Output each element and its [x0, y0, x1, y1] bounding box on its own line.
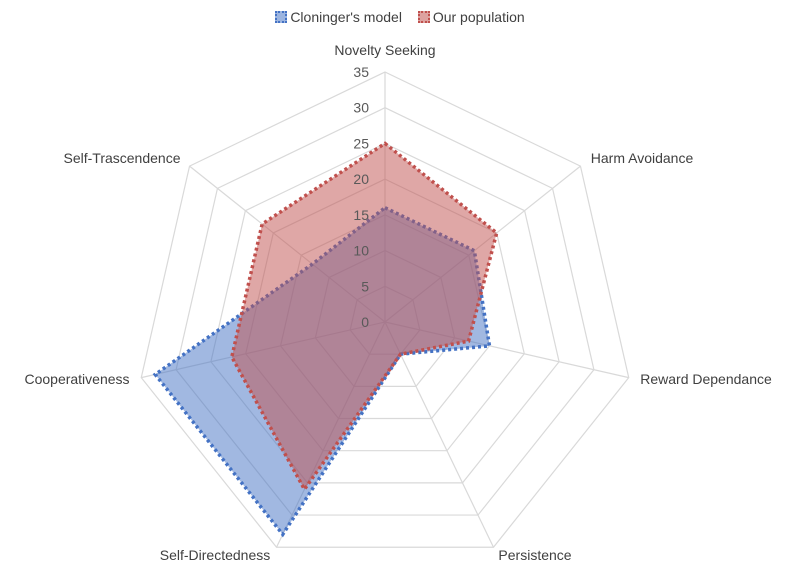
tick-label: 5	[361, 278, 369, 294]
legend: Cloninger's model Our population	[0, 9, 800, 26]
axis-label: Persistence	[498, 547, 571, 563]
axis-label: Cooperativeness	[24, 371, 129, 387]
tick-label: 35	[353, 64, 369, 80]
legend-swatch-red	[417, 11, 430, 23]
legend-label: Our population	[432, 9, 525, 25]
axis-label: Harm Avoidance	[591, 150, 694, 166]
legend-item-cloninger: Cloninger's model	[275, 9, 402, 25]
grid-ring	[140, 71, 630, 548]
tick-label: 15	[353, 207, 369, 223]
tick-label: 20	[353, 171, 369, 187]
axis-label: Self-Trascendence	[64, 150, 181, 166]
axis-label: Self-Directedness	[160, 547, 271, 563]
tick-label: 30	[353, 100, 369, 116]
series-area-1	[231, 143, 497, 490]
legend-item-population: Our population	[417, 9, 525, 25]
tick-label: 0	[361, 314, 369, 330]
tick-label: 25	[353, 135, 369, 151]
axis-label: Reward Dependance	[640, 371, 772, 387]
grid-spoke	[384, 321, 495, 548]
axis-label: Novelty Seeking	[334, 42, 435, 58]
legend-swatch-blue	[275, 11, 288, 23]
tick-label: 10	[353, 243, 369, 259]
legend-label: Cloninger's model	[290, 9, 402, 25]
grid-ring	[175, 107, 595, 516]
grid-ring	[210, 142, 560, 484]
